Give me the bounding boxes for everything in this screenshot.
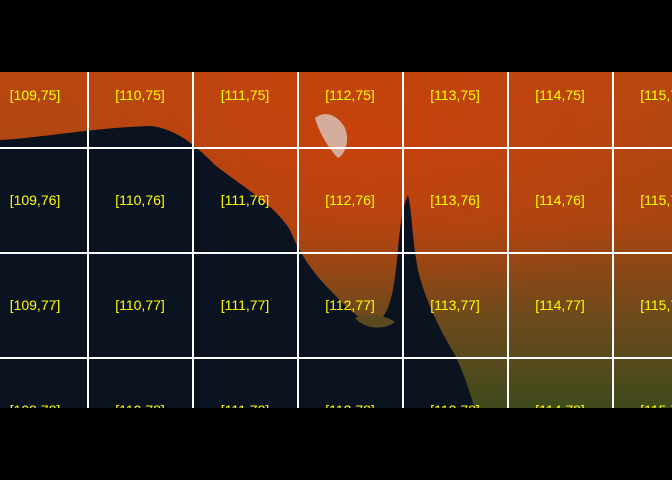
map-tile[interactable]: [110,78] bbox=[88, 358, 194, 408]
map-tile[interactable]: [113,75] bbox=[403, 72, 509, 149]
tile-coordinate-label: [111,75] bbox=[220, 87, 270, 103]
tile-coordinate-label: [110,77] bbox=[115, 297, 165, 313]
tile-coordinate-label: [115,77] bbox=[640, 297, 672, 313]
map-tile[interactable]: [110,77] bbox=[88, 253, 194, 359]
tile-coordinate-label: [111,78] bbox=[221, 402, 270, 408]
map-tile[interactable]: [113,78] bbox=[403, 358, 509, 408]
satellite-map[interactable]: [109,75] [110,75] [111,75] [112,75] [113,75]… bbox=[0, 72, 672, 408]
tile-coordinate-label: [114,75] bbox=[535, 87, 585, 103]
tile-coordinate-label: [109,76] bbox=[9, 192, 61, 208]
map-tile[interactable]: [112,78] bbox=[298, 358, 404, 408]
ocean bbox=[0, 126, 475, 408]
map-tile[interactable]: [115,78] bbox=[613, 358, 672, 408]
map-tile[interactable]: [115,75] bbox=[613, 72, 672, 149]
map-tile[interactable]: [111,75] bbox=[193, 72, 299, 149]
tile-coordinate-label: [114,78] bbox=[535, 402, 585, 408]
tile-coordinate-label: [115,76] bbox=[640, 192, 672, 208]
map-tile[interactable]: [110,76] bbox=[88, 148, 194, 254]
tile-coordinate-label: [111,77] bbox=[220, 297, 270, 313]
map-tile[interactable]: [111,76] bbox=[193, 148, 299, 254]
tile-coordinate-label: [115,75] bbox=[640, 87, 672, 103]
tile-coordinate-label: [113,77] bbox=[430, 297, 480, 313]
map-tile[interactable]: [114,76] bbox=[508, 148, 614, 254]
map-tile[interactable]: [114,77] bbox=[508, 253, 614, 359]
tile-coordinate-label: [109,77] bbox=[9, 297, 61, 313]
map-tile[interactable]: [115,77] bbox=[613, 253, 672, 359]
tile-coordinate-label: [110,75] bbox=[115, 87, 165, 103]
tile-coordinate-label: [111,76] bbox=[220, 192, 270, 208]
map-tile[interactable]: [111,78] bbox=[193, 358, 299, 408]
map-tile[interactable]: [109,75] bbox=[0, 72, 89, 149]
tile-coordinate-label: [112,76] bbox=[325, 192, 375, 208]
tile-coordinate-label: [112,78] bbox=[325, 402, 375, 408]
tile-coordinate-label: [114,77] bbox=[535, 297, 585, 313]
map-tile[interactable]: [110,75] bbox=[88, 72, 194, 149]
tile-coordinate-label: [113,75] bbox=[430, 87, 480, 103]
kangaroo-island bbox=[355, 314, 395, 328]
map-tile[interactable]: [111,77] bbox=[193, 253, 299, 359]
map-tile[interactable]: [115,76] bbox=[613, 148, 672, 254]
map-tile[interactable]: [113,77] bbox=[403, 253, 509, 359]
map-tile[interactable]: [114,78] bbox=[508, 358, 614, 408]
map-tile[interactable]: [112,77] bbox=[298, 253, 404, 359]
tile-coordinate-label: [115,78] bbox=[640, 402, 672, 408]
tile-coordinate-label: [113,76] bbox=[430, 192, 480, 208]
tile-coordinate-label: [110,76] bbox=[115, 192, 165, 208]
map-tile[interactable]: [109,78] bbox=[0, 358, 89, 408]
tile-coordinate-label: [110,78] bbox=[115, 402, 165, 408]
tile-coordinate-label: [109,78] bbox=[10, 402, 61, 408]
map-tile[interactable]: [114,75] bbox=[508, 72, 614, 149]
map-tile[interactable]: [109,77] bbox=[0, 253, 89, 359]
tile-coordinate-label: [113,78] bbox=[430, 402, 480, 408]
tile-coordinate-label: [109,75] bbox=[9, 87, 61, 103]
tile-coordinate-label: [114,76] bbox=[535, 192, 585, 208]
map-tile[interactable]: [109,76] bbox=[0, 148, 89, 254]
map-tile[interactable]: [112,76] bbox=[298, 148, 404, 254]
tile-coordinate-label: [112,75] bbox=[325, 87, 375, 103]
map-tile[interactable]: [113,76] bbox=[403, 148, 509, 254]
tile-coordinate-label: [112,77] bbox=[325, 297, 375, 313]
map-tile[interactable]: [112,75] bbox=[298, 72, 404, 149]
satellite-imagery bbox=[0, 72, 672, 408]
